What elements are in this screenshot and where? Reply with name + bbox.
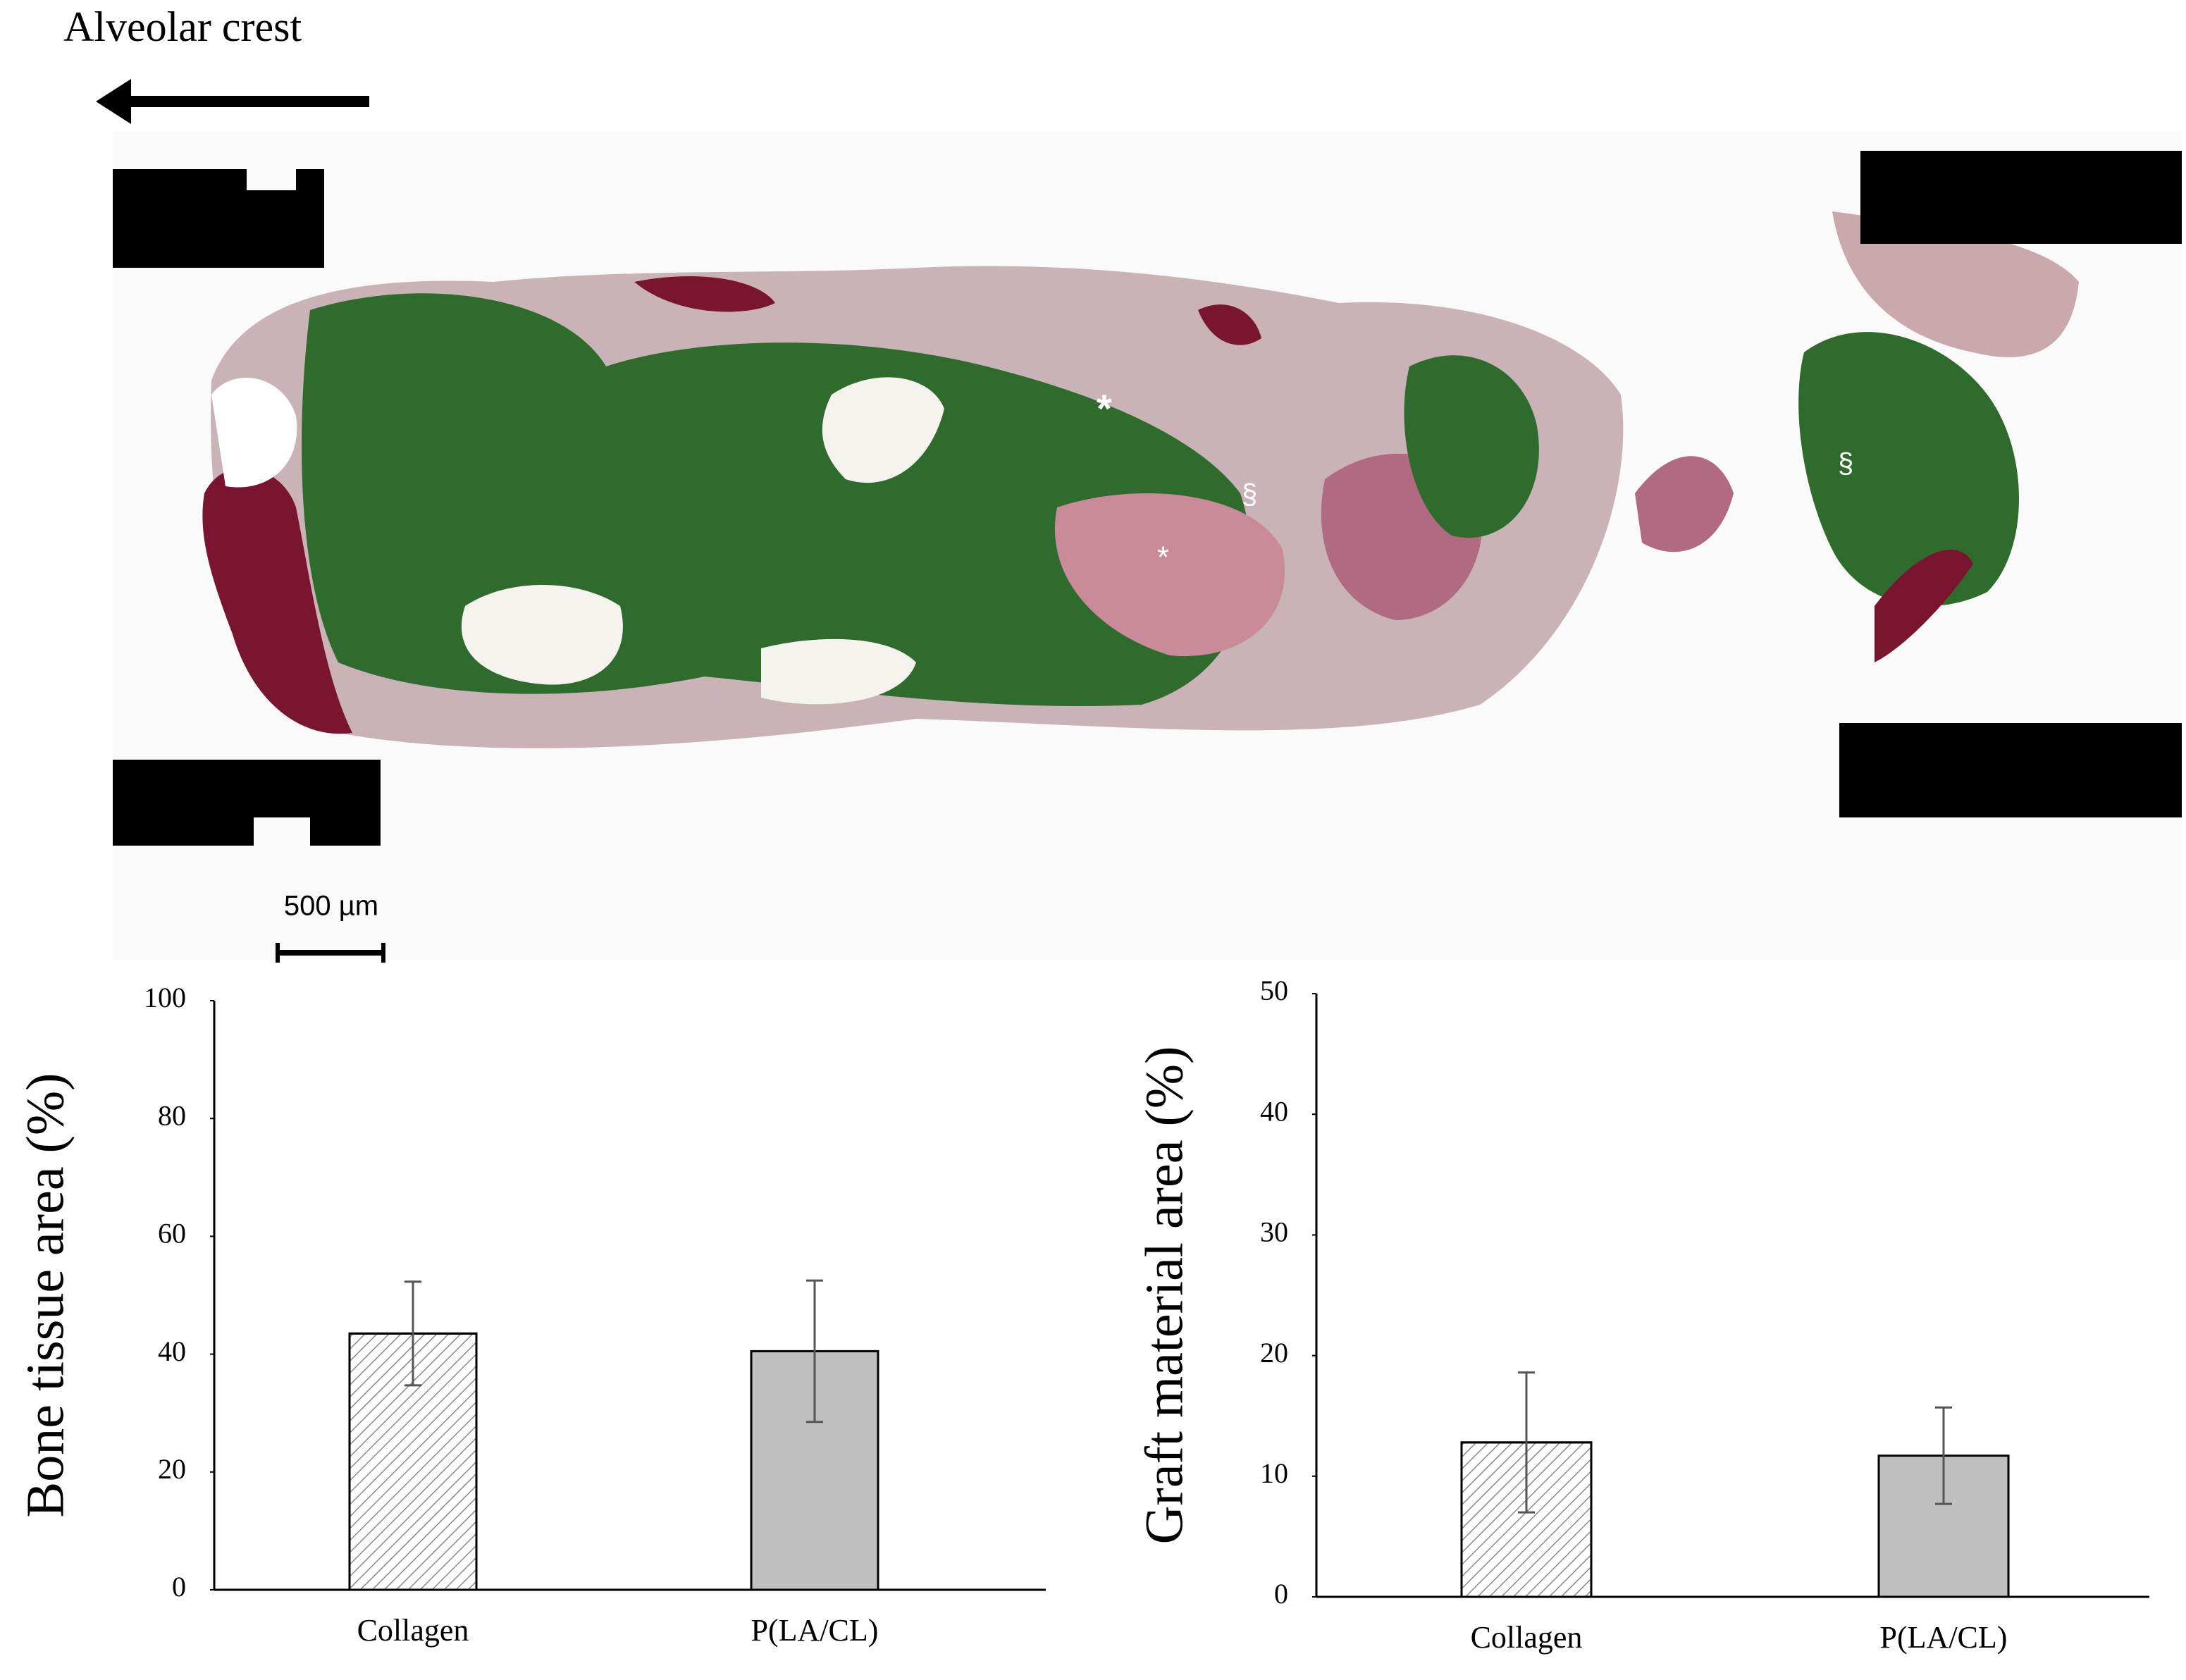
arrow (96, 79, 369, 124)
y-tick-label: 10 (1260, 1457, 1288, 1489)
x-tick-label: Collagen (357, 1613, 469, 1648)
y-tick-label: 100 (144, 982, 186, 1013)
scale-bar-label: 500 µm (284, 891, 378, 922)
scale-bar (276, 943, 385, 963)
marker: * (1157, 541, 1169, 575)
y-tick-label: 0 (1274, 1578, 1288, 1610)
y-tick-label: 30 (1260, 1216, 1288, 1248)
y-tick-label: 80 (158, 1099, 186, 1131)
y-axis-label: Graft material area (%) (1135, 1046, 1194, 1545)
marker: * (1097, 386, 1112, 431)
y-tick-label: 60 (158, 1218, 186, 1249)
marker: § (1838, 448, 1853, 479)
marker: § (1242, 479, 1257, 510)
y-tick-label: 0 (172, 1571, 186, 1602)
histology-image (113, 132, 2182, 959)
x-tick-label: P(LA/CL) (751, 1613, 879, 1648)
y-axis-label: Bone tissue area (%) (16, 1073, 75, 1518)
x-tick-label: P(LA/CL) (1880, 1620, 2008, 1655)
y-tick-label: 40 (1260, 1095, 1288, 1127)
error-bar (806, 1279, 823, 1423)
y-tick-label: 20 (158, 1453, 186, 1485)
direction-label: Alveolar crest (63, 4, 302, 50)
y-tick-label: 50 (1260, 975, 1288, 1006)
error-bar (1935, 1406, 1952, 1505)
error-bar (1518, 1371, 1535, 1514)
y-tick-label: 20 (1260, 1337, 1288, 1369)
y-tick-label: 40 (158, 1335, 186, 1367)
error-bar (405, 1280, 421, 1387)
x-tick-label: Collagen (1471, 1620, 1583, 1655)
